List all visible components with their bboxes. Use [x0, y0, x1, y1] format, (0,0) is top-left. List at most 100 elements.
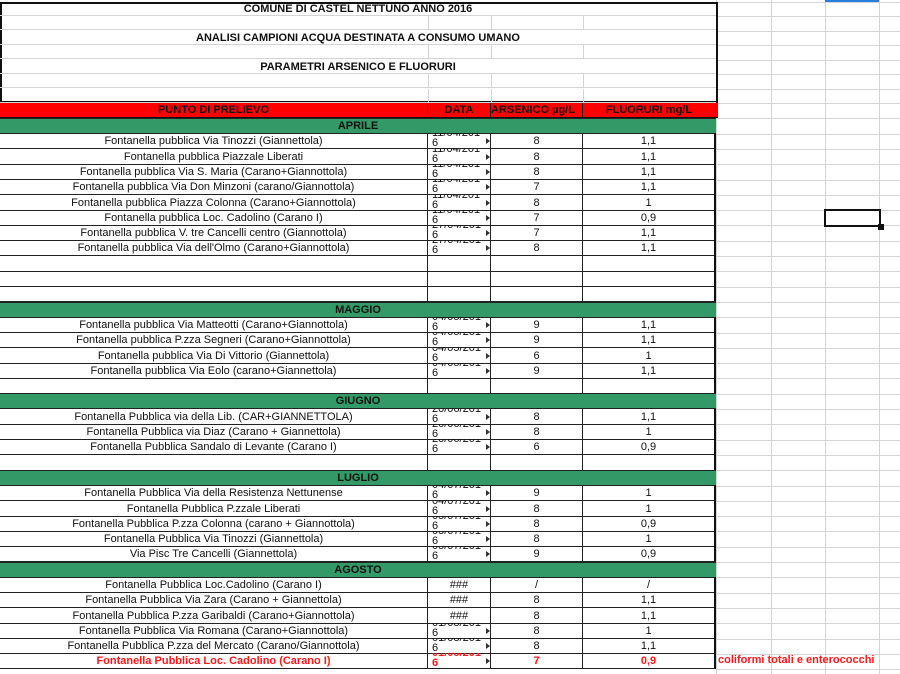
table-row[interactable]: Fontanella pubblica Via S. Maria (Carano… — [0, 164, 716, 180]
arsenic-cell[interactable]: 8 — [491, 164, 583, 180]
date-cell[interactable]: 11/04/2016 — [428, 210, 491, 226]
arsenic-cell[interactable]: 8 — [491, 133, 583, 149]
fluoride-cell[interactable]: 1,1 — [583, 164, 716, 180]
arsenic-cell[interactable]: 8 — [491, 409, 583, 425]
fluoride-cell[interactable]: 1,1 — [583, 317, 716, 333]
fluoride-cell[interactable]: 0,9 — [583, 516, 716, 532]
table-row[interactable]: Fontanella pubblica Piazzale Liberati 11/… — [0, 149, 716, 165]
fluoride-cell[interactable]: 1,1 — [583, 240, 716, 256]
location-cell[interactable]: Fontanella Pubblica Via Romana (Carano+G… — [0, 623, 428, 639]
date-cell[interactable]: 11/04/2016 — [428, 164, 491, 180]
table-row[interactable]: Fontanella pubblica Piazza Colonna (Cara… — [0, 195, 716, 211]
location-cell[interactable]: Fontanella pubblica Via Matteotti (Caran… — [0, 317, 428, 333]
date-cell[interactable]: ### — [428, 577, 491, 593]
fluoride-cell[interactable]: 1,1 — [583, 133, 716, 149]
location-cell[interactable]: Fontanella Pubblica P.zzale Liberati — [0, 501, 428, 517]
fluoride-cell[interactable] — [583, 378, 716, 394]
arsenic-cell[interactable]: 8 — [491, 608, 583, 624]
table-row[interactable]: Fontanella Pubblica via Diaz (Carano + G… — [0, 424, 716, 440]
arsenic-cell[interactable]: 8 — [491, 531, 583, 547]
table-row[interactable]: Fontanella pubblica Via Eolo (carano+Gia… — [0, 363, 716, 379]
table-row[interactable]: Fontanella Pubblica Via Tinozzi (Giannet… — [0, 531, 716, 547]
location-cell[interactable]: Fontanella pubblica V. tre Cancelli cent… — [0, 225, 428, 241]
arsenic-cell[interactable]: 7 — [491, 210, 583, 226]
date-cell[interactable]: 11/04/2016 — [428, 149, 491, 165]
arsenic-cell[interactable]: 7 — [491, 653, 583, 669]
date-cell[interactable] — [428, 256, 491, 272]
location-cell[interactable] — [0, 455, 428, 471]
fluoride-cell[interactable] — [583, 286, 716, 302]
fluoride-cell[interactable] — [583, 256, 716, 272]
location-cell[interactable]: Fontanella Pubblica P.zza del Mercato (C… — [0, 638, 428, 654]
fluoride-cell[interactable]: 1,1 — [583, 225, 716, 241]
table-row[interactable]: Fontanella Pubblica P.zzale Liberati 04/0… — [0, 501, 716, 517]
fluoride-cell[interactable]: 1,1 — [583, 332, 716, 348]
table-row[interactable] — [0, 256, 716, 272]
table-row[interactable]: Fontanella Pubblica P.zza Garibaldi (Car… — [0, 608, 716, 624]
arsenic-cell[interactable]: 8 — [491, 195, 583, 211]
arsenic-cell[interactable]: 9 — [491, 317, 583, 333]
location-cell[interactable]: Fontanella pubblica Via Di Vittorio (Gia… — [0, 348, 428, 364]
fluoride-cell[interactable]: / — [583, 577, 716, 593]
date-cell[interactable] — [428, 271, 491, 287]
table-row[interactable]: Fontanella Pubblica Sandalo di Levante (… — [0, 439, 716, 455]
fluoride-cell[interactable]: 0,9 — [583, 546, 716, 562]
arsenic-cell[interactable]: 8 — [491, 592, 583, 608]
date-cell[interactable]: 04/07/2016 — [428, 501, 491, 517]
arsenic-cell[interactable]: 9 — [491, 485, 583, 501]
table-row[interactable] — [0, 455, 716, 471]
arsenic-cell[interactable]: 7 — [491, 225, 583, 241]
arsenic-cell[interactable]: 8 — [491, 149, 583, 165]
date-cell[interactable]: 01/08/2016 — [428, 623, 491, 639]
fluoride-cell[interactable]: 1,1 — [583, 638, 716, 654]
fluoride-cell[interactable]: 1,1 — [583, 363, 716, 379]
location-cell[interactable] — [0, 256, 428, 272]
fluoride-cell[interactable]: 1 — [583, 195, 716, 211]
table-row[interactable]: Via Pisc Tre Cancelli (Giannettola) 05/07… — [0, 546, 716, 562]
date-cell[interactable]: 11/04/2016 — [428, 195, 491, 211]
fluoride-cell[interactable]: 0,9 — [583, 439, 716, 455]
date-cell[interactable]: 20/06/2016 — [428, 409, 491, 425]
arsenic-cell[interactable]: 8 — [491, 516, 583, 532]
fluoride-cell[interactable] — [583, 455, 716, 471]
fluoride-cell[interactable]: 1 — [583, 424, 716, 440]
table-row[interactable] — [0, 286, 716, 302]
table-row[interactable]: Fontanella Pubblica Loc.Cadolino (Carano… — [0, 577, 716, 593]
location-cell[interactable]: Fontanella pubblica P.zza Segneri (Caran… — [0, 332, 428, 348]
arsenic-cell[interactable]: 8 — [491, 638, 583, 654]
fluoride-cell[interactable]: 0,9 — [583, 653, 716, 669]
column-header-fluoruri[interactable]: FLUORURI mg/L — [583, 103, 716, 117]
arsenic-cell[interactable]: 6 — [491, 348, 583, 364]
table-row[interactable]: Fontanella pubblica Via Matteotti (Caran… — [0, 317, 716, 333]
location-cell[interactable]: Fontanella Pubblica Via Tinozzi (Giannet… — [0, 531, 428, 547]
arsenic-cell[interactable] — [491, 378, 583, 394]
table-row[interactable]: Fontanella pubblica Via Don Minzoni (car… — [0, 179, 716, 195]
arsenic-cell[interactable]: / — [491, 577, 583, 593]
table-row[interactable]: Fontanella Pubblica P.zza del Mercato (C… — [0, 638, 716, 654]
arsenic-cell[interactable]: 7 — [491, 179, 583, 195]
date-cell[interactable] — [428, 455, 491, 471]
date-cell[interactable]: 27/04/2016 — [428, 240, 491, 256]
fluoride-cell[interactable] — [583, 271, 716, 287]
arsenic-cell[interactable] — [491, 286, 583, 302]
location-cell[interactable]: Fontanella pubblica Via Don Minzoni (car… — [0, 179, 428, 195]
arsenic-cell[interactable]: 9 — [491, 546, 583, 562]
column-header-arsenico[interactable]: ARSENICO µg/L — [491, 103, 583, 117]
location-cell[interactable] — [0, 378, 428, 394]
location-cell[interactable]: Fontanella pubblica Via Tinozzi (Giannet… — [0, 133, 428, 149]
location-cell[interactable]: Via Pisc Tre Cancelli (Giannettola) — [0, 546, 428, 562]
table-row[interactable]: Fontanella pubblica Via Tinozzi (Giannet… — [0, 133, 716, 149]
arsenic-cell[interactable] — [491, 271, 583, 287]
location-cell[interactable]: Fontanella pubblica Piazzale Liberati — [0, 149, 428, 165]
fluoride-cell[interactable]: 1 — [583, 501, 716, 517]
location-cell[interactable] — [0, 271, 428, 287]
date-cell[interactable]: ### — [428, 608, 491, 624]
table-row[interactable]: Fontanella Pubblica P.zza Colonna (caran… — [0, 516, 716, 532]
date-cell[interactable]: 04/05/2016 — [428, 348, 491, 364]
date-cell[interactable]: 04/05/2016 — [428, 363, 491, 379]
arsenic-cell[interactable]: 6 — [491, 439, 583, 455]
table-row[interactable]: Fontanella pubblica V. tre Cancelli cent… — [0, 225, 716, 241]
table-row[interactable]: Fontanella pubblica Via Di Vittorio (Gia… — [0, 348, 716, 364]
date-cell[interactable]: 04/05/2016 — [428, 317, 491, 333]
arsenic-cell[interactable]: 8 — [491, 623, 583, 639]
